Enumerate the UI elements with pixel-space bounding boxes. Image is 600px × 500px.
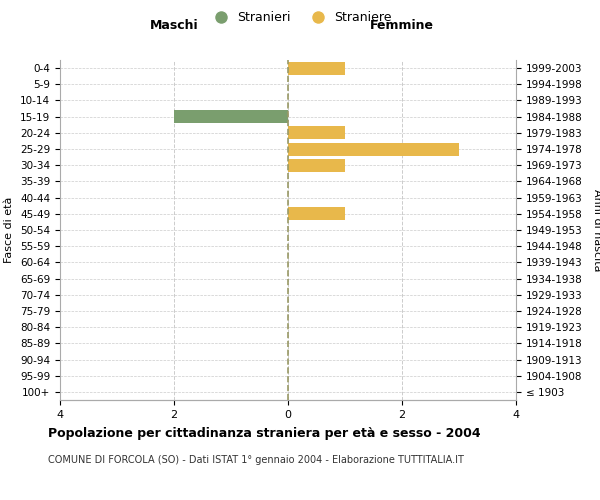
Bar bbox=[288, 142, 459, 156]
Y-axis label: Fasce di età: Fasce di età bbox=[4, 197, 14, 263]
Bar bbox=[288, 159, 345, 172]
Bar bbox=[288, 62, 345, 74]
Bar bbox=[288, 126, 345, 140]
Text: Popolazione per cittadinanza straniera per età e sesso - 2004: Popolazione per cittadinanza straniera p… bbox=[48, 428, 481, 440]
Text: Femmine: Femmine bbox=[370, 20, 434, 32]
Text: Maschi: Maschi bbox=[149, 20, 199, 32]
Bar bbox=[174, 110, 288, 123]
Bar bbox=[288, 208, 345, 220]
Y-axis label: Anni di nascita: Anni di nascita bbox=[592, 188, 600, 271]
Legend: Stranieri, Straniere: Stranieri, Straniere bbox=[203, 6, 397, 29]
Text: COMUNE DI FORCOLA (SO) - Dati ISTAT 1° gennaio 2004 - Elaborazione TUTTITALIA.IT: COMUNE DI FORCOLA (SO) - Dati ISTAT 1° g… bbox=[48, 455, 464, 465]
